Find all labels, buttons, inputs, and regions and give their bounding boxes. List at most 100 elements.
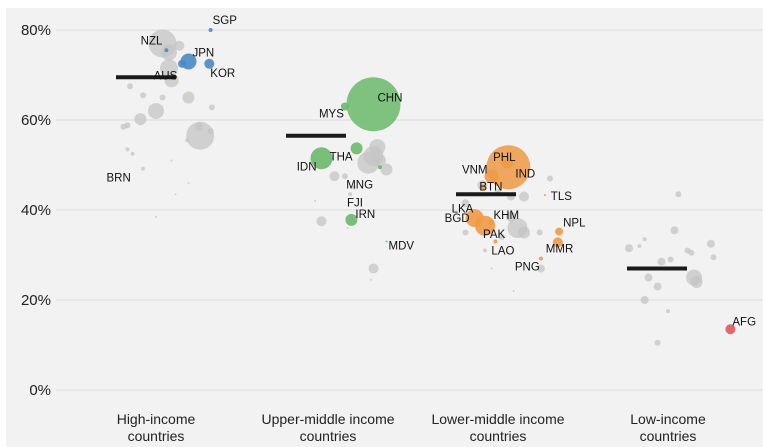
country-bubble-upper: [352, 185, 356, 190]
country-label-khm: KHM: [494, 210, 520, 222]
country-label-btn: BTN: [479, 182, 502, 194]
country-label-lka: LKA: [452, 204, 474, 216]
country-label-ind: IND: [515, 168, 535, 180]
country-bubble-lower: [518, 226, 530, 239]
country-bubble-high: [159, 94, 166, 101]
country-label-nzl: NZL: [141, 35, 163, 47]
highlighted-bubble-idn: [310, 147, 333, 170]
country-bubble-high: [155, 215, 157, 218]
highlighted-bubble-png: [538, 256, 543, 261]
highlighted-bubble-kor: [204, 58, 215, 69]
country-bubble-low: [637, 244, 642, 248]
country-bubble-lower: [490, 267, 493, 270]
country-bubble-high: [160, 59, 178, 78]
country-bubble-upper: [329, 171, 340, 182]
country-bubble-low: [706, 239, 715, 248]
highlighted-bubble-phl: [501, 156, 514, 169]
country-bubble-upper: [348, 192, 353, 197]
country-label-brn: BRN: [107, 172, 131, 184]
country-bubble-upper: [369, 278, 372, 281]
country-bubble-high: [124, 122, 131, 129]
country-bubble-upper: [380, 163, 393, 176]
highlighted-bubble-mys: [340, 102, 349, 111]
country-label-vnm: VNM: [462, 164, 488, 176]
highlighted-bubble-irn: [345, 213, 358, 226]
country-label-jpn: JPN: [193, 48, 215, 60]
highlighted-bubble-mmr: [552, 237, 563, 248]
highlighted-bubble-nzl: [164, 48, 169, 53]
country-bubble-high: [207, 128, 214, 135]
country-bubble-lower: [536, 229, 543, 236]
highlighted-bubble-tls: [543, 194, 546, 197]
highlighted-bubble-vnm: [484, 169, 499, 184]
highlighted-bubble: [378, 165, 382, 170]
country-bubble-lower: [519, 191, 529, 202]
country-bubble-low: [653, 282, 662, 291]
y-tick-label: 60%: [21, 112, 51, 129]
highlighted-bubble-lao: [493, 239, 498, 244]
country-bubble-low: [710, 254, 717, 261]
highlighted-bubble: [178, 59, 186, 68]
country-label-afg: AFG: [732, 316, 756, 328]
country-bubble-lower: [483, 248, 487, 253]
country-bubble-lower: [461, 199, 470, 208]
x-category-label-lower-line2: countries: [470, 428, 527, 444]
country-bubble-high: [125, 147, 130, 152]
country-label-mys: MYS: [319, 109, 344, 121]
country-bubble-high: [148, 103, 164, 119]
country-label-png: PNG: [515, 262, 540, 274]
country-bubble-upper: [357, 151, 380, 174]
country-bubble-lower: [512, 290, 515, 292]
country-bubble-high: [161, 44, 177, 61]
y-tick-label: 40%: [21, 202, 51, 219]
country-label-irn: IRN: [355, 209, 375, 221]
country-label-bgd: BGD: [445, 213, 470, 225]
country-bubble-low: [670, 226, 679, 235]
country-bubble-high: [174, 193, 177, 196]
country-bubble-low: [688, 249, 695, 256]
country-bubble-low: [667, 256, 674, 263]
x-category-label-upper-line2: countries: [300, 428, 357, 444]
plot-background: [6, 8, 763, 447]
country-label-mng: MNG: [346, 179, 373, 191]
highlighted-bubble-tha: [350, 142, 363, 155]
country-bubble-high: [170, 159, 173, 162]
country-label-pak: PAK: [483, 229, 505, 241]
country-bubble-high: [186, 121, 215, 150]
country-label-sgp: SGP: [213, 15, 238, 27]
highlighted-bubble-khm: [488, 219, 495, 226]
country-bubble-high: [208, 104, 215, 111]
country-label-tha: THA: [330, 151, 353, 163]
country-bubble-high: [182, 91, 195, 104]
country-bubble-low: [654, 339, 661, 346]
country-label-fji: FJI: [347, 197, 363, 209]
y-tick-label: 0%: [29, 382, 51, 399]
x-category-label-low-line2: countries: [640, 428, 697, 444]
country-bubble-high: [140, 92, 146, 99]
highlighted-bubble-chn: [346, 77, 401, 132]
country-bubble-low: [640, 296, 649, 304]
country-label-npl: NPL: [563, 218, 586, 230]
country-label-chn: CHN: [378, 92, 403, 104]
country-bubble-low: [675, 191, 682, 198]
highlighted-bubble-sgp: [208, 28, 213, 32]
country-label-mmr: MMR: [546, 243, 573, 255]
highlighted-bubble-btn: [479, 184, 486, 191]
x-category-label-high-line1: High-income: [117, 411, 196, 427]
country-bubble-lower: [462, 229, 469, 236]
country-bubble-high: [174, 40, 185, 51]
country-bubble-upper: [346, 227, 349, 229]
x-category-label-lower-line1: Lower-middle income: [431, 411, 564, 427]
country-bubble-high: [127, 83, 133, 90]
country-label-aus: AUS: [154, 71, 178, 83]
country-bubble-lower: [536, 264, 545, 273]
country-label-lao: LAO: [491, 246, 514, 258]
country-label-tls: TLS: [551, 191, 572, 203]
country-bubble-low: [642, 237, 647, 242]
highlighted-bubble-mdv: [385, 240, 388, 243]
country-bubble-upper: [314, 200, 316, 202]
y-tick-label: 20%: [21, 292, 51, 309]
country-bubble-low: [690, 276, 703, 288]
country-bubble-lower: [506, 211, 516, 222]
